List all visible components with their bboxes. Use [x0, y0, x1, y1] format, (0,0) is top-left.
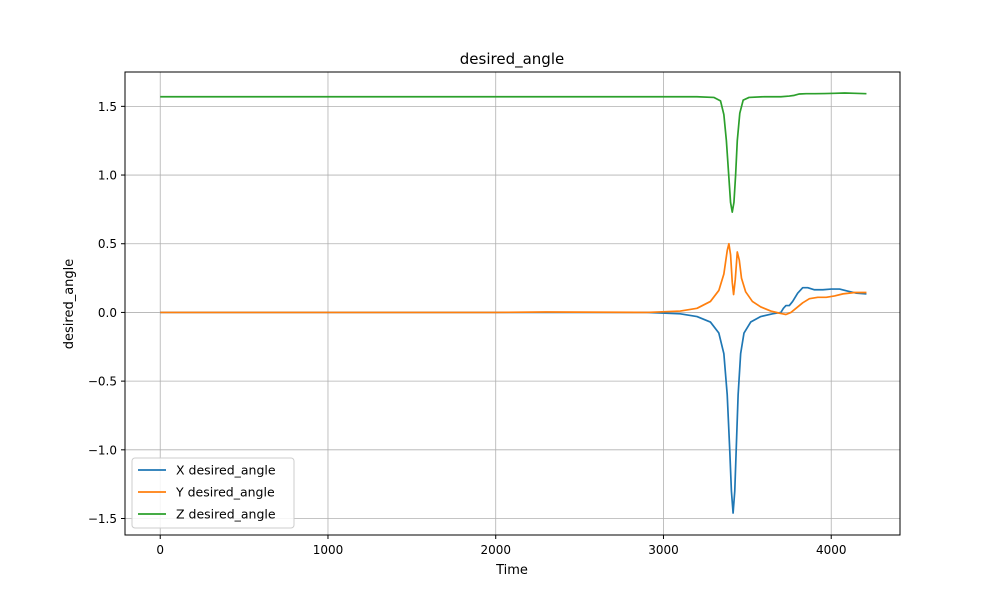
legend-label-z: Z desired_angle	[176, 507, 276, 522]
y-tick-label: 1.0	[98, 169, 117, 183]
y-axis-title: desired_angle	[62, 259, 77, 350]
y-tick-label: 1.5	[98, 100, 117, 114]
legend: X desired_angle Y desired_angle Z desired_…	[131, 457, 295, 529]
x-tick-label: 1000	[313, 543, 344, 557]
x-tick-label: 2000	[480, 543, 511, 557]
chart-title: desired_angle	[460, 50, 564, 69]
series-line-y	[160, 242, 867, 316]
y-tick-label: −1.5	[88, 512, 117, 526]
y-tick-label: −1.0	[88, 443, 117, 457]
legend-label-y: Y desired_angle	[175, 485, 275, 500]
series-layer	[160, 92, 867, 514]
legend-label-x: X desired_angle	[176, 463, 276, 478]
y-tick-label: −0.5	[88, 375, 117, 389]
series-line-z	[160, 92, 867, 213]
y-tick-label: 0.0	[98, 306, 117, 320]
x-tick-label: 4000	[816, 543, 847, 557]
y-tick-label: 0.5	[98, 237, 117, 251]
x-tick-label: 3000	[648, 543, 679, 557]
x-axis-title: Time	[495, 563, 528, 578]
plot-frame	[124, 71, 901, 536]
series-line-x	[160, 286, 867, 514]
x-tick-label: 0	[156, 543, 164, 557]
legend-box	[131, 457, 295, 529]
ticks: 0 1000 2000 3000 4000 −1.5 −1.0 −0.5 0.0 0.5 1.0 1.…	[88, 100, 847, 557]
